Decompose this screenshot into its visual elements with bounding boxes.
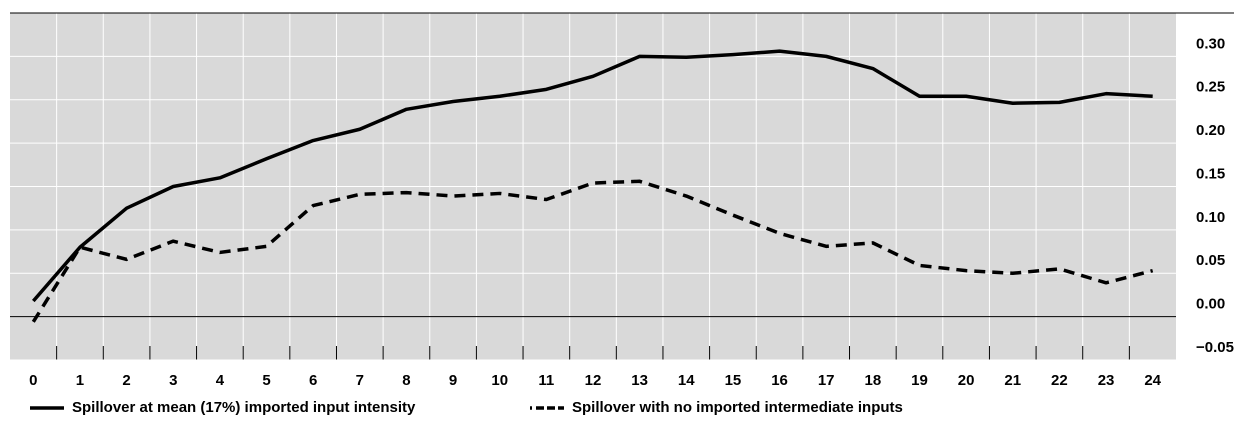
series-line bbox=[31, 49, 1153, 303]
y-tick-label: 0.20 bbox=[1196, 122, 1225, 139]
x-tick-label: 4 bbox=[216, 372, 225, 389]
y-tick-label: 0.25 bbox=[1196, 79, 1225, 96]
x-tick-label: 24 bbox=[1144, 372, 1161, 389]
legend-label: Spillover at mean (17%) imported input i… bbox=[72, 399, 416, 416]
x-tick-label: 6 bbox=[309, 372, 317, 389]
x-tick-label: 22 bbox=[1051, 372, 1068, 389]
x-tick-label: 0 bbox=[29, 372, 37, 389]
y-tick-label: 0.30 bbox=[1196, 35, 1225, 52]
y-tick-label: 0.00 bbox=[1196, 296, 1225, 313]
x-tick-label: 15 bbox=[725, 372, 742, 389]
x-tick-label: 10 bbox=[491, 372, 508, 389]
x-tick-label: 14 bbox=[678, 372, 695, 389]
x-tick-label: 5 bbox=[262, 372, 270, 389]
x-tick-label: 1 bbox=[76, 372, 84, 389]
x-tick-label: 21 bbox=[1004, 372, 1021, 389]
y-tick-label: −0.05 bbox=[1196, 339, 1234, 356]
x-tick-label: 11 bbox=[538, 372, 554, 389]
x-tick-label: 2 bbox=[122, 372, 130, 389]
y-tick-label: 0.05 bbox=[1196, 252, 1225, 269]
x-tick-label: 23 bbox=[1098, 372, 1115, 389]
legend-label: Spillover with no imported intermediate … bbox=[572, 399, 903, 416]
x-tick-label: 8 bbox=[402, 372, 410, 389]
x-tick-label: 16 bbox=[771, 372, 788, 389]
y-tick-label: 0.15 bbox=[1196, 165, 1225, 182]
x-tick-label: 9 bbox=[449, 372, 457, 389]
x-tick-label: 12 bbox=[585, 372, 602, 389]
y-tick-label: 0.10 bbox=[1196, 209, 1225, 226]
x-tick-label: 18 bbox=[864, 372, 881, 389]
x-tick-label: 3 bbox=[169, 372, 177, 389]
x-tick-label: 19 bbox=[911, 372, 928, 389]
x-tick-label: 20 bbox=[958, 372, 975, 389]
x-tick-label: 17 bbox=[818, 372, 835, 389]
x-tick-label: 13 bbox=[631, 372, 648, 389]
series-line bbox=[31, 179, 1154, 323]
x-tick-label: 7 bbox=[356, 372, 364, 389]
